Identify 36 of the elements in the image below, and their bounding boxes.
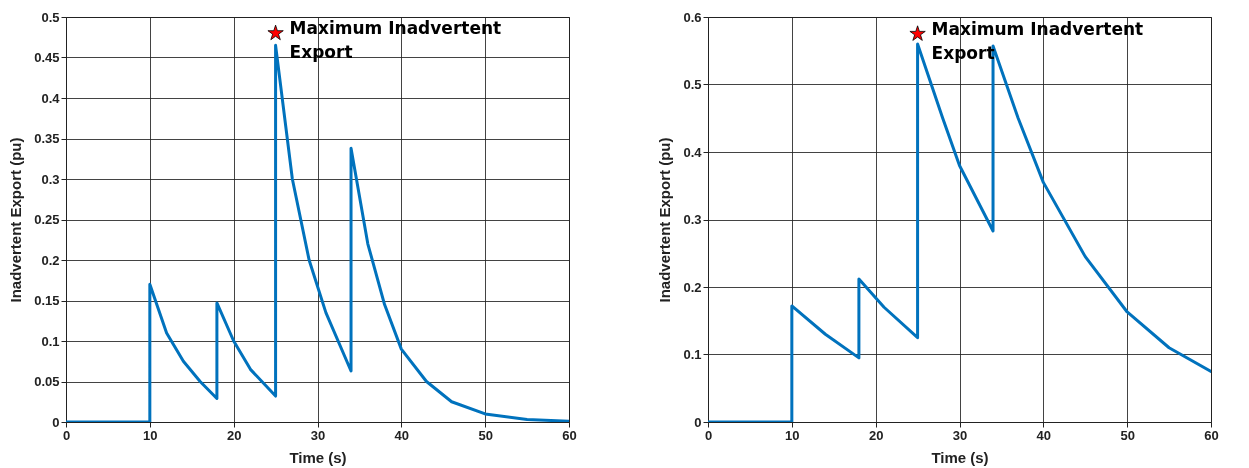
x-tick-label: 30 (952, 427, 968, 443)
x-tick-label: 60 (1204, 427, 1219, 443)
y-tick-label: 0.25 (34, 212, 60, 227)
y-tick-label: 0.4 (41, 90, 61, 106)
y-tick-label: 0.4 (683, 144, 703, 160)
x-tick-label: 30 (310, 427, 326, 443)
x-tick-label: 20 (226, 427, 242, 443)
x-axis-title: Time (s) (931, 448, 989, 466)
y-tick-label: 0 (52, 414, 60, 430)
y-tick-label: 0.5 (41, 9, 60, 25)
x-tick-label: 20 (868, 427, 884, 443)
x-tick-label: 60 (562, 427, 577, 443)
x-tick-label: 0 (62, 427, 71, 443)
x-tick-label: 50 (478, 427, 493, 443)
x-tick-label: 0 (704, 427, 713, 443)
x-tick-label: 40 (394, 427, 410, 443)
y-tick-label: 0.1 (683, 347, 702, 362)
x-tick-label: 10 (785, 427, 800, 443)
y-axis-title: Inadvertent Export (pu) (7, 137, 25, 303)
y-tick-label: 0.05 (34, 374, 60, 389)
y-tick-label: 0.6 (683, 9, 702, 25)
y-axis-title: Inadvertent Export (pu) (656, 137, 674, 303)
x-tick-label: 50 (1120, 427, 1135, 443)
y-tick-label: 0.2 (41, 252, 60, 268)
y-tick-label: 0.3 (683, 212, 702, 227)
x-tick-label: 40 (1036, 427, 1052, 443)
y-tick-label: 0.35 (34, 131, 60, 146)
y-tick-label: 0.1 (41, 333, 60, 349)
y-tick-label: 0.15 (34, 293, 60, 308)
y-tick-label: 0.3 (41, 171, 60, 187)
y-tick-label: 0.5 (683, 77, 702, 92)
y-tick-label: 0.45 (34, 50, 60, 65)
y-tick-label: 0.2 (683, 279, 702, 295)
x-tick-label: 10 (143, 427, 158, 443)
x-axis-title: Time (s) (289, 448, 347, 466)
y-tick-label: 0 (694, 414, 702, 430)
